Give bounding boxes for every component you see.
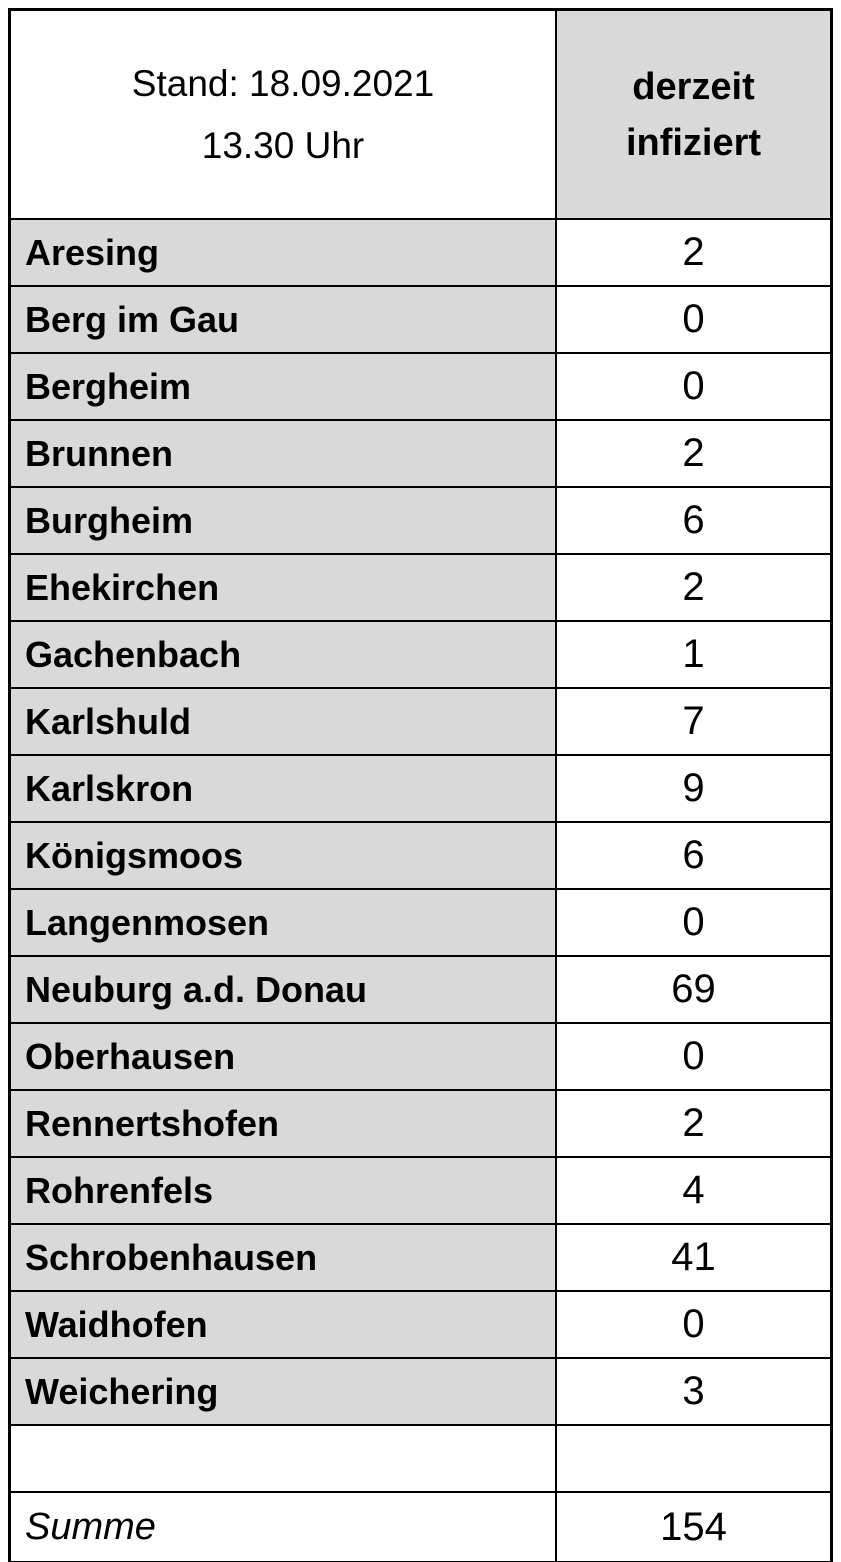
infected-count: 0 (557, 890, 830, 955)
table-row: Langenmosen 0 (11, 888, 830, 955)
municipality-name: Oberhausen (11, 1024, 557, 1089)
summary-total: 154 (557, 1493, 830, 1561)
infected-count: 2 (557, 555, 830, 620)
table-row: Berg im Gau 0 (11, 285, 830, 352)
infected-count: 0 (557, 287, 830, 352)
municipality-name: Karlshuld (11, 689, 557, 754)
infected-count: 3 (557, 1359, 830, 1424)
infected-count: 6 (557, 488, 830, 553)
table-row: Weichering 3 (11, 1357, 830, 1424)
infected-count: 69 (557, 957, 830, 1022)
infected-count: 0 (557, 1292, 830, 1357)
table-row: Ehekirchen 2 (11, 553, 830, 620)
table-row: Oberhausen 0 (11, 1022, 830, 1089)
infected-header-line2: infiziert (625, 121, 762, 164)
infected-count: 7 (557, 689, 830, 754)
municipality-name: Gachenbach (11, 622, 557, 687)
header-stand-cell: Stand: 18.09.2021 13.30 Uhr (11, 11, 557, 218)
table-header-row: Stand: 18.09.2021 13.30 Uhr derzeit infi… (11, 11, 830, 218)
header-infected-cell: derzeit infiziert (557, 11, 830, 218)
municipality-name: Burgheim (11, 488, 557, 553)
table-row: Gachenbach 1 (11, 620, 830, 687)
infected-count: 9 (557, 756, 830, 821)
table-row: Rennertshofen 2 (11, 1089, 830, 1156)
infected-count: 0 (557, 354, 830, 419)
spacer-value-cell (557, 1426, 830, 1491)
spacer-name-cell (11, 1426, 557, 1491)
summary-row: Summe 154 (11, 1491, 830, 1561)
infected-count: 4 (557, 1158, 830, 1223)
table-row: Waidhofen 0 (11, 1290, 830, 1357)
table-row: Schrobenhausen 41 (11, 1223, 830, 1290)
infected-count: 6 (557, 823, 830, 888)
table-row: Karlshuld 7 (11, 687, 830, 754)
table-row: Neuburg a.d. Donau 69 (11, 955, 830, 1022)
municipality-name: Waidhofen (11, 1292, 557, 1357)
table-row: Burgheim 6 (11, 486, 830, 553)
municipality-name: Schrobenhausen (11, 1225, 557, 1290)
infected-header-line1: derzeit (632, 65, 755, 108)
table-row: Aresing 2 (11, 218, 830, 285)
table-row: Königsmoos 6 (11, 821, 830, 888)
municipality-name: Königsmoos (11, 823, 557, 888)
summary-label: Summe (11, 1493, 557, 1561)
municipality-name: Langenmosen (11, 890, 557, 955)
infected-count: 0 (557, 1024, 830, 1089)
infected-count: 2 (557, 421, 830, 486)
municipality-name: Rennertshofen (11, 1091, 557, 1156)
municipality-name: Aresing (11, 220, 557, 285)
infected-count: 2 (557, 1091, 830, 1156)
municipality-name: Berg im Gau (11, 287, 557, 352)
municipality-name: Weichering (11, 1359, 557, 1424)
municipality-name: Brunnen (11, 421, 557, 486)
table-row: Rohrenfels 4 (11, 1156, 830, 1223)
municipality-name: Karlskron (11, 756, 557, 821)
municipality-name: Ehekirchen (11, 555, 557, 620)
municipality-name: Rohrenfels (11, 1158, 557, 1223)
stand-time: 13.30 Uhr (201, 124, 365, 166)
infected-count: 41 (557, 1225, 830, 1290)
table-row: Karlskron 9 (11, 754, 830, 821)
municipality-name: Bergheim (11, 354, 557, 419)
infected-count: 2 (557, 220, 830, 285)
table-row: Brunnen 2 (11, 419, 830, 486)
municipality-name: Neuburg a.d. Donau (11, 957, 557, 1022)
infected-count: 1 (557, 622, 830, 687)
spacer-row (11, 1424, 830, 1491)
table-row: Bergheim 0 (11, 352, 830, 419)
stand-date: Stand: 18.09.2021 (131, 62, 435, 104)
infection-table: Stand: 18.09.2021 13.30 Uhr derzeit infi… (8, 8, 833, 1562)
